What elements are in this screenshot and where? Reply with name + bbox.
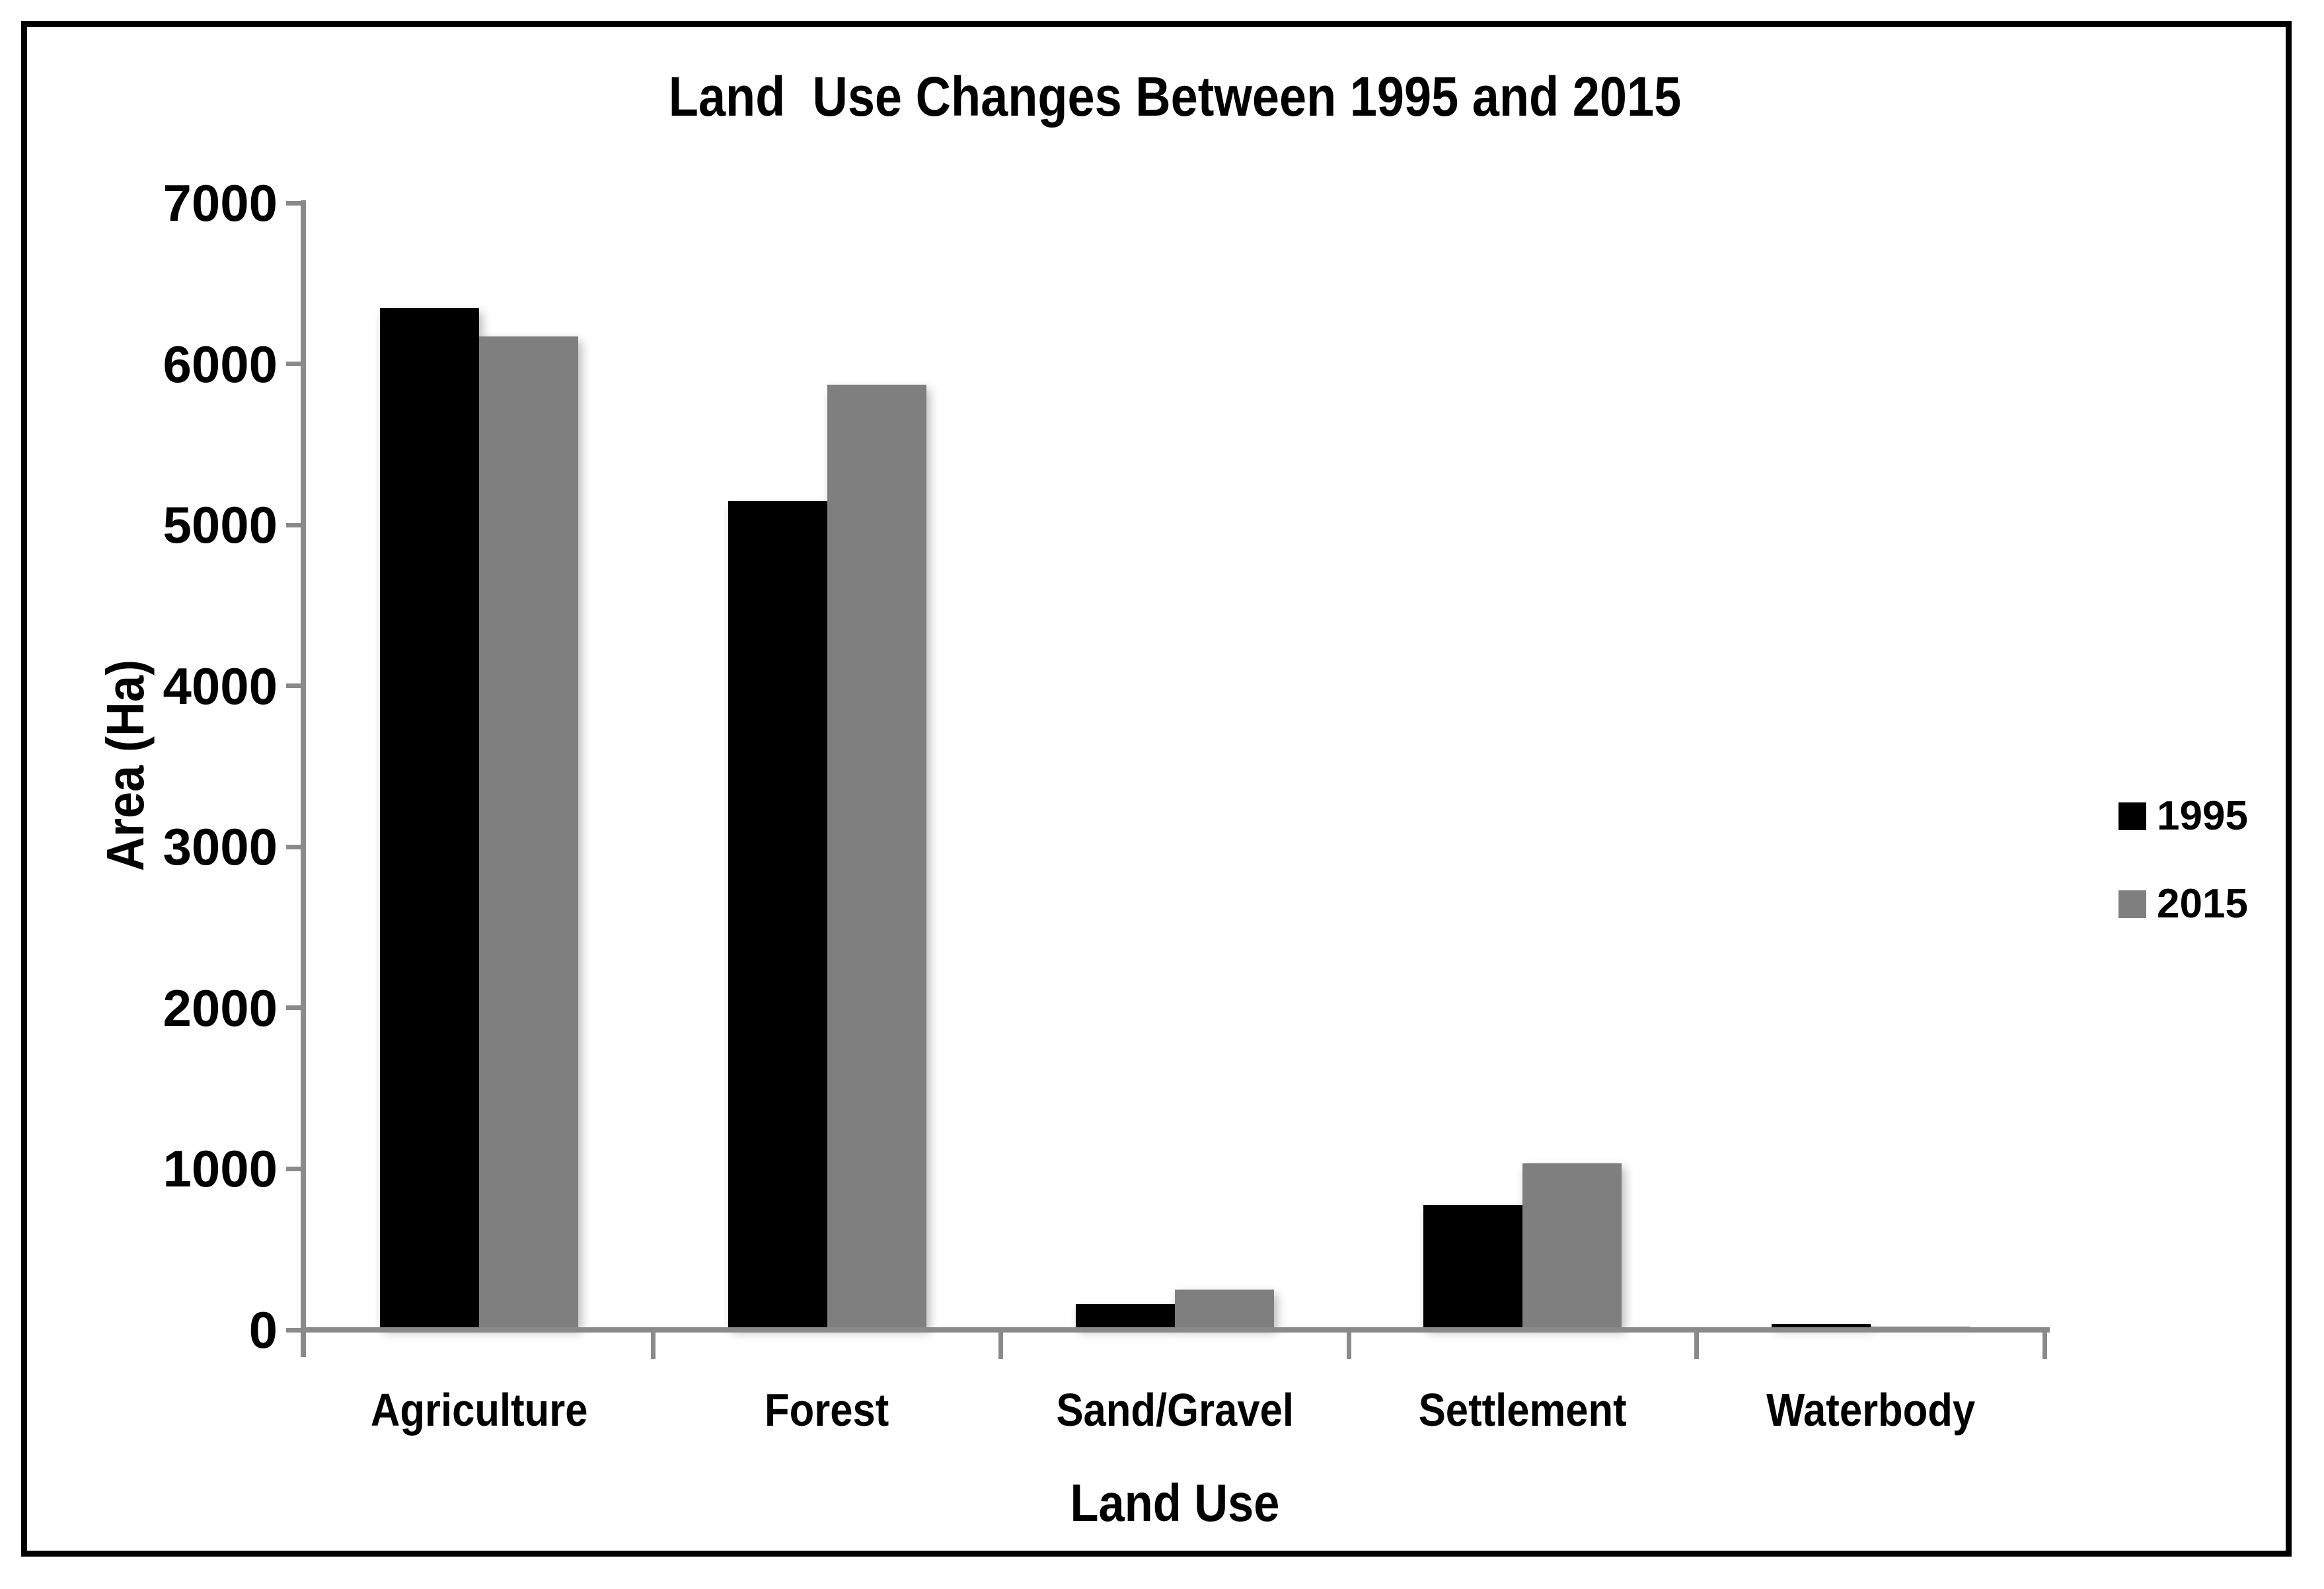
bar-1995-settlement	[1423, 1205, 1523, 1327]
y-tick-label: 7000	[163, 174, 278, 232]
x-tick-mark	[998, 1333, 1004, 1359]
y-tick-label: 2000	[163, 978, 278, 1037]
y-tick-mark	[286, 1005, 301, 1011]
y-tick-mark	[286, 522, 301, 527]
bar-1995-forest	[728, 501, 827, 1327]
y-tick-label: 5000	[163, 496, 278, 555]
y-tick-label: 1000	[163, 1140, 278, 1198]
bar-2015-settlement	[1522, 1163, 1622, 1327]
x-tick-mark	[1346, 1333, 1351, 1359]
legend-item-2015: 2015	[2118, 884, 2248, 925]
legend-item-1995: 1995	[2118, 796, 2248, 837]
bar-1995-agriculture	[380, 308, 480, 1327]
y-tick-label: 0	[248, 1301, 278, 1359]
y-tick-mark	[286, 1327, 301, 1333]
y-tick-mark	[286, 200, 301, 206]
bar-1995-sand-gravel	[1076, 1304, 1175, 1327]
y-axis-line	[301, 200, 306, 1357]
y-tick-label: 6000	[163, 334, 278, 393]
legend-label-2015: 2015	[2157, 881, 2248, 927]
x-axis-line	[301, 1327, 2050, 1333]
chart-outer-border	[21, 21, 2292, 1557]
legend-label-1995: 1995	[2157, 793, 2248, 839]
x-category-label-agriculture: Agriculture	[370, 1384, 588, 1436]
legend-swatch-1995	[2118, 802, 2146, 830]
y-tick-mark	[286, 844, 301, 849]
y-tick-mark	[286, 1166, 301, 1171]
bar-2015-sand-gravel	[1175, 1290, 1274, 1327]
x-tick-mark	[1694, 1333, 1700, 1359]
legend-swatch-2015	[2118, 890, 2146, 918]
y-tick-mark	[286, 683, 301, 689]
bar-2015-agriculture	[479, 336, 579, 1327]
x-tick-mark	[2042, 1333, 2047, 1359]
legend: 1995 2015	[2118, 796, 2317, 941]
y-tick-label: 3000	[163, 818, 278, 876]
x-category-label-waterbody: Waterbody	[1766, 1384, 1975, 1436]
x-tick-mark	[650, 1333, 656, 1359]
chart-title: Land Use Changes Between 1995 and 2015	[668, 65, 1682, 128]
x-axis-title: Land Use	[1070, 1473, 1280, 1532]
x-category-label-sand-gravel: Sand/Gravel	[1056, 1384, 1294, 1436]
bar-2015-forest	[827, 385, 926, 1327]
bar-1995-waterbody	[1771, 1324, 1871, 1327]
x-category-label-settlement: Settlement	[1418, 1384, 1627, 1436]
y-tick-mark	[286, 362, 301, 367]
x-category-label-forest: Forest	[765, 1384, 889, 1436]
y-tick-label: 4000	[163, 656, 278, 715]
